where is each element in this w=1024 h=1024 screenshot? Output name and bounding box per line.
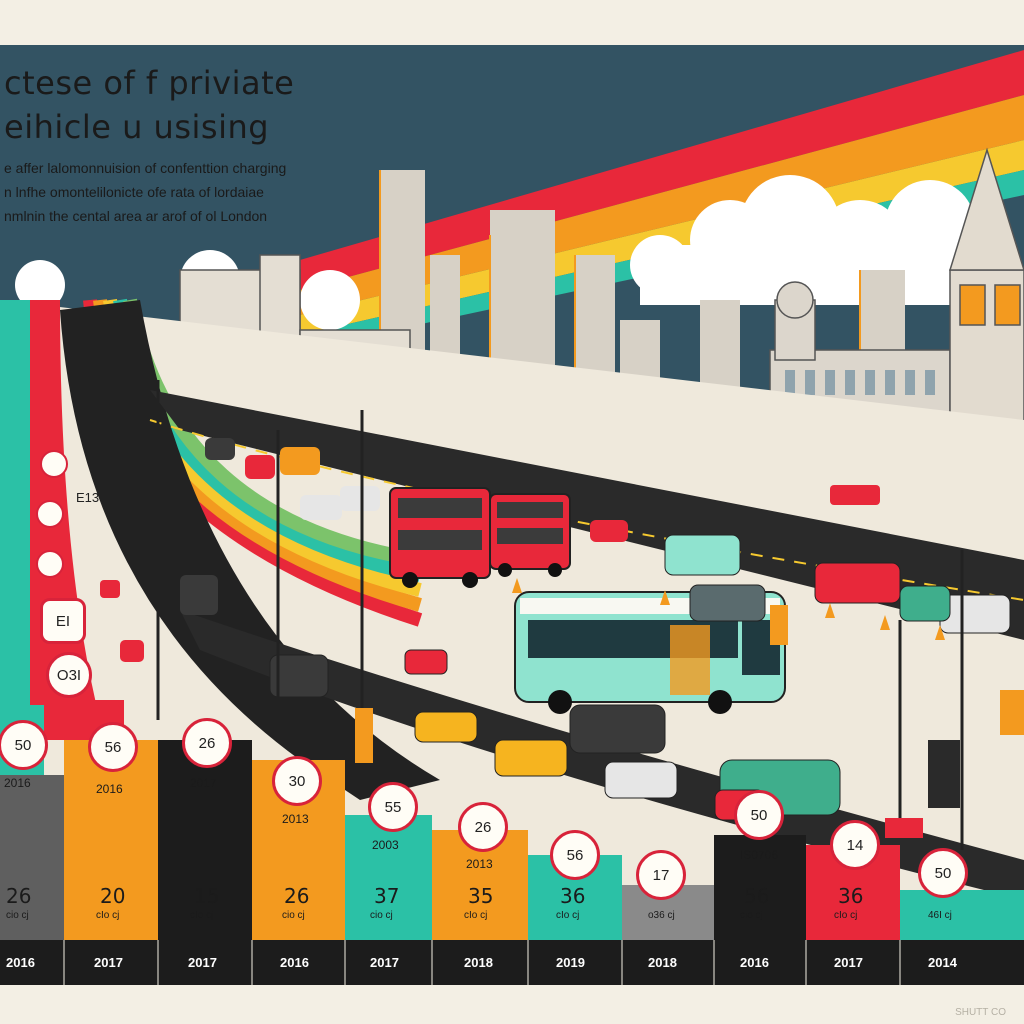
year-5: 2017 (370, 955, 399, 970)
red-bus-1 (389, 487, 491, 588)
road-left (60, 300, 440, 800)
bar-6-year-label: 2013 (466, 857, 493, 871)
year-10: 2017 (834, 955, 863, 970)
bar-3-small-label: cIo cj (190, 910, 214, 921)
year-band (0, 940, 1024, 985)
bar-1-year-label: 2016 (4, 776, 31, 790)
bar-6-circle: 26 (458, 802, 508, 852)
bar-3-circle: 26 (182, 718, 232, 768)
watermark: SHUTT CO (955, 1007, 1006, 1018)
bar-1 (0, 775, 64, 940)
sign-board (928, 740, 960, 808)
year-8: 2018 (648, 955, 677, 970)
bar-2-circle: 56 (88, 722, 138, 772)
bar-5-circle: 55 (368, 782, 418, 832)
road-label-1: E13 (76, 490, 100, 505)
subtitle-line-3: nmlnin the cental area ar arof of ol Lon… (4, 208, 268, 224)
year-6: 2018 (464, 955, 493, 970)
bar-11 (900, 890, 1024, 940)
rainbow-ribbon-red (300, 50, 1024, 290)
bar-9 (714, 835, 806, 940)
bar-11-small-label: 46I cj (928, 910, 952, 921)
year-3: 2017 (188, 955, 217, 970)
bar-5 (345, 815, 432, 940)
title-line-1: ctese of f priviate (4, 64, 295, 102)
bar-1-value: 26 (6, 884, 32, 908)
bar-10-value: 36 (838, 884, 864, 908)
bar-2-year-label: 2016 (96, 782, 123, 796)
cones (512, 578, 945, 640)
bar-4-small-label: cio cj (282, 910, 305, 921)
year-7: 2019 (556, 955, 585, 970)
road-marker (36, 550, 64, 578)
road-label-3: O3I (46, 652, 92, 698)
road-upper (150, 390, 1024, 640)
road-marker (36, 500, 64, 528)
lamp-posts (156, 380, 964, 850)
bar-6-value: 35 (468, 884, 494, 908)
subtitle-line-1: e affer lalomonnuision of confenttion ch… (4, 160, 287, 176)
bar-4-year-label: 2013 (282, 812, 309, 826)
cars (100, 438, 1011, 821)
bar-5-small-label: cio cj (370, 910, 393, 921)
road-lower (180, 610, 1024, 900)
bar-1-circle: 50 (0, 720, 48, 770)
bar-8-small-label: o36 cj (648, 910, 675, 921)
year-1: 2016 (6, 955, 35, 970)
traffic-light (355, 708, 373, 763)
bar-7-value: 36 (560, 884, 586, 908)
year-9: 2016 (740, 955, 769, 970)
bar-3-year-label: 2017 (190, 776, 217, 790)
bar-2-value: 20 (100, 884, 126, 908)
bar-5-year-label: 2003 (372, 838, 399, 852)
bar-1-small-label: cio cj (6, 910, 29, 921)
bar-2-small-label: cIo cj (96, 910, 120, 921)
bar-7-small-label: cIo cj (556, 910, 580, 921)
year-11: 2014 (928, 955, 957, 970)
bar-3 (158, 740, 252, 940)
bar-2 (64, 740, 158, 940)
bar-8-circle: 17 (636, 850, 686, 900)
bar-3-value: 15 (194, 884, 220, 908)
bar-4-circle: 30 (272, 756, 322, 806)
bar-11-circle: 50 (918, 848, 968, 898)
bar-10-circle: 14 (830, 820, 880, 870)
bar-9-value: 56 (744, 884, 770, 908)
year-2: 2017 (94, 955, 123, 970)
bar-9-small-label: cio cj (740, 910, 763, 921)
road-marker (40, 450, 68, 478)
red-bus-2 (489, 493, 571, 577)
bar-10-small-label: cIo cj (834, 910, 858, 921)
bar-7-circle: 56 (550, 830, 600, 880)
year-4: 2016 (280, 955, 309, 970)
bar-9-circle: 50 (734, 790, 784, 840)
bar-4-value: 26 (284, 884, 310, 908)
road-label-2: EI (40, 598, 86, 644)
bar-6-small-label: cIo cj (464, 910, 488, 921)
title-line-2: eihicle u usising (4, 108, 270, 146)
bar-5-value: 37 (374, 884, 400, 908)
bar-9-year-label: IS0706 (740, 848, 779, 862)
subtitle-line-2: n lnfhe omontelilonicte ofe rata of lord… (4, 184, 264, 200)
